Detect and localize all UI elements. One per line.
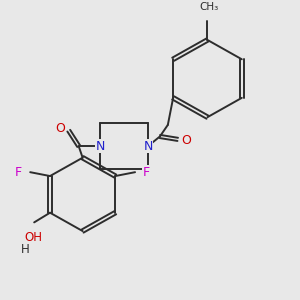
Text: N: N (96, 140, 105, 153)
Text: O: O (55, 122, 65, 135)
Text: H: H (21, 243, 30, 256)
Text: O: O (182, 134, 192, 147)
Text: CH₃: CH₃ (200, 2, 219, 12)
Text: F: F (15, 166, 22, 179)
Text: F: F (143, 166, 150, 179)
Text: OH: OH (24, 231, 42, 244)
Text: N: N (143, 140, 153, 153)
